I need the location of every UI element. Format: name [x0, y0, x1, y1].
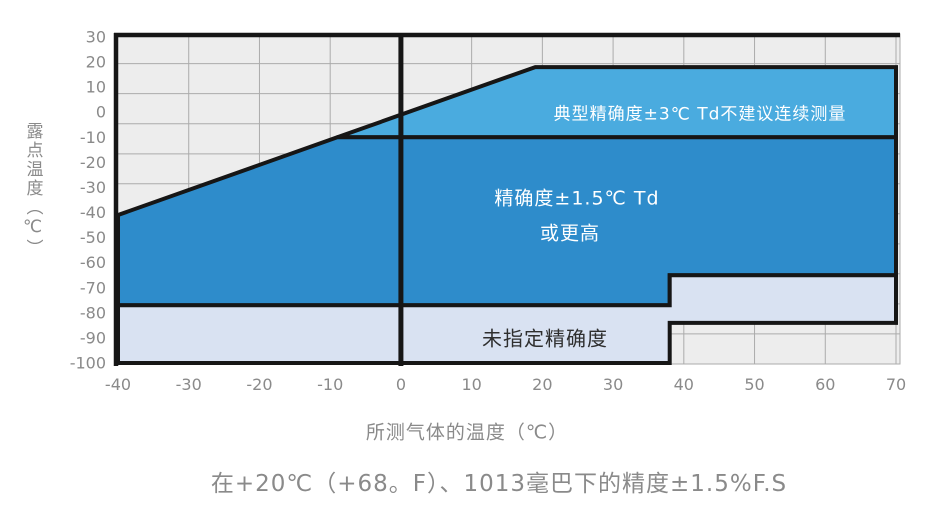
y-tick-label: 10: [86, 78, 106, 97]
x-tick-label: -30: [176, 375, 202, 394]
x-tick-label: 10: [461, 375, 481, 394]
high-accuracy-label-line1: 精确度±1.5℃ Td: [494, 187, 660, 210]
typical-accuracy-label: 典型精确度±3℃ Td不建议连续测量: [553, 104, 847, 125]
y-axis-title: 露点温度（℃）: [22, 122, 43, 258]
y-tick-label: 20: [86, 53, 106, 72]
y-tick-label: -50: [80, 228, 106, 247]
y-tick-label: -10: [80, 128, 106, 147]
unspecified-accuracy-label: 未指定精确度: [482, 326, 608, 351]
y-tick-label: -90: [80, 328, 106, 347]
x-tick-label: -20: [246, 375, 272, 394]
x-tick-label: 40: [674, 375, 694, 394]
y-tick-label: 30: [86, 28, 106, 47]
x-tick-label: -40: [105, 375, 131, 394]
x-tick-label: 70: [886, 375, 906, 394]
x-tick-label: 50: [744, 375, 764, 394]
unspecified-accuracy-region: [116, 273, 898, 365]
y-tick-label: -70: [80, 278, 106, 297]
y-tick-label: -30: [80, 178, 106, 197]
y-tick-label: -20: [80, 153, 106, 172]
accuracy-note-caption: 在+20℃（+68。F）、1013毫巴下的精度±1.5%F.S: [210, 471, 788, 497]
x-tick-label: -10: [317, 375, 343, 394]
x-tick-label: 20: [532, 375, 552, 394]
x-tick-label: 60: [815, 375, 835, 394]
y-tick-label: -100: [70, 354, 106, 373]
y-tick-label: -40: [80, 203, 106, 222]
y-tick-label: -60: [80, 253, 106, 272]
x-axis-title: 所测气体的温度（℃）: [365, 421, 569, 444]
y-tick-label: 0: [96, 103, 106, 122]
y-tick-label: -80: [80, 303, 106, 322]
x-tick-label: 30: [603, 375, 623, 394]
x-tick-label: 0: [396, 375, 406, 394]
high-accuracy-label-line2: 或更高: [539, 222, 601, 245]
